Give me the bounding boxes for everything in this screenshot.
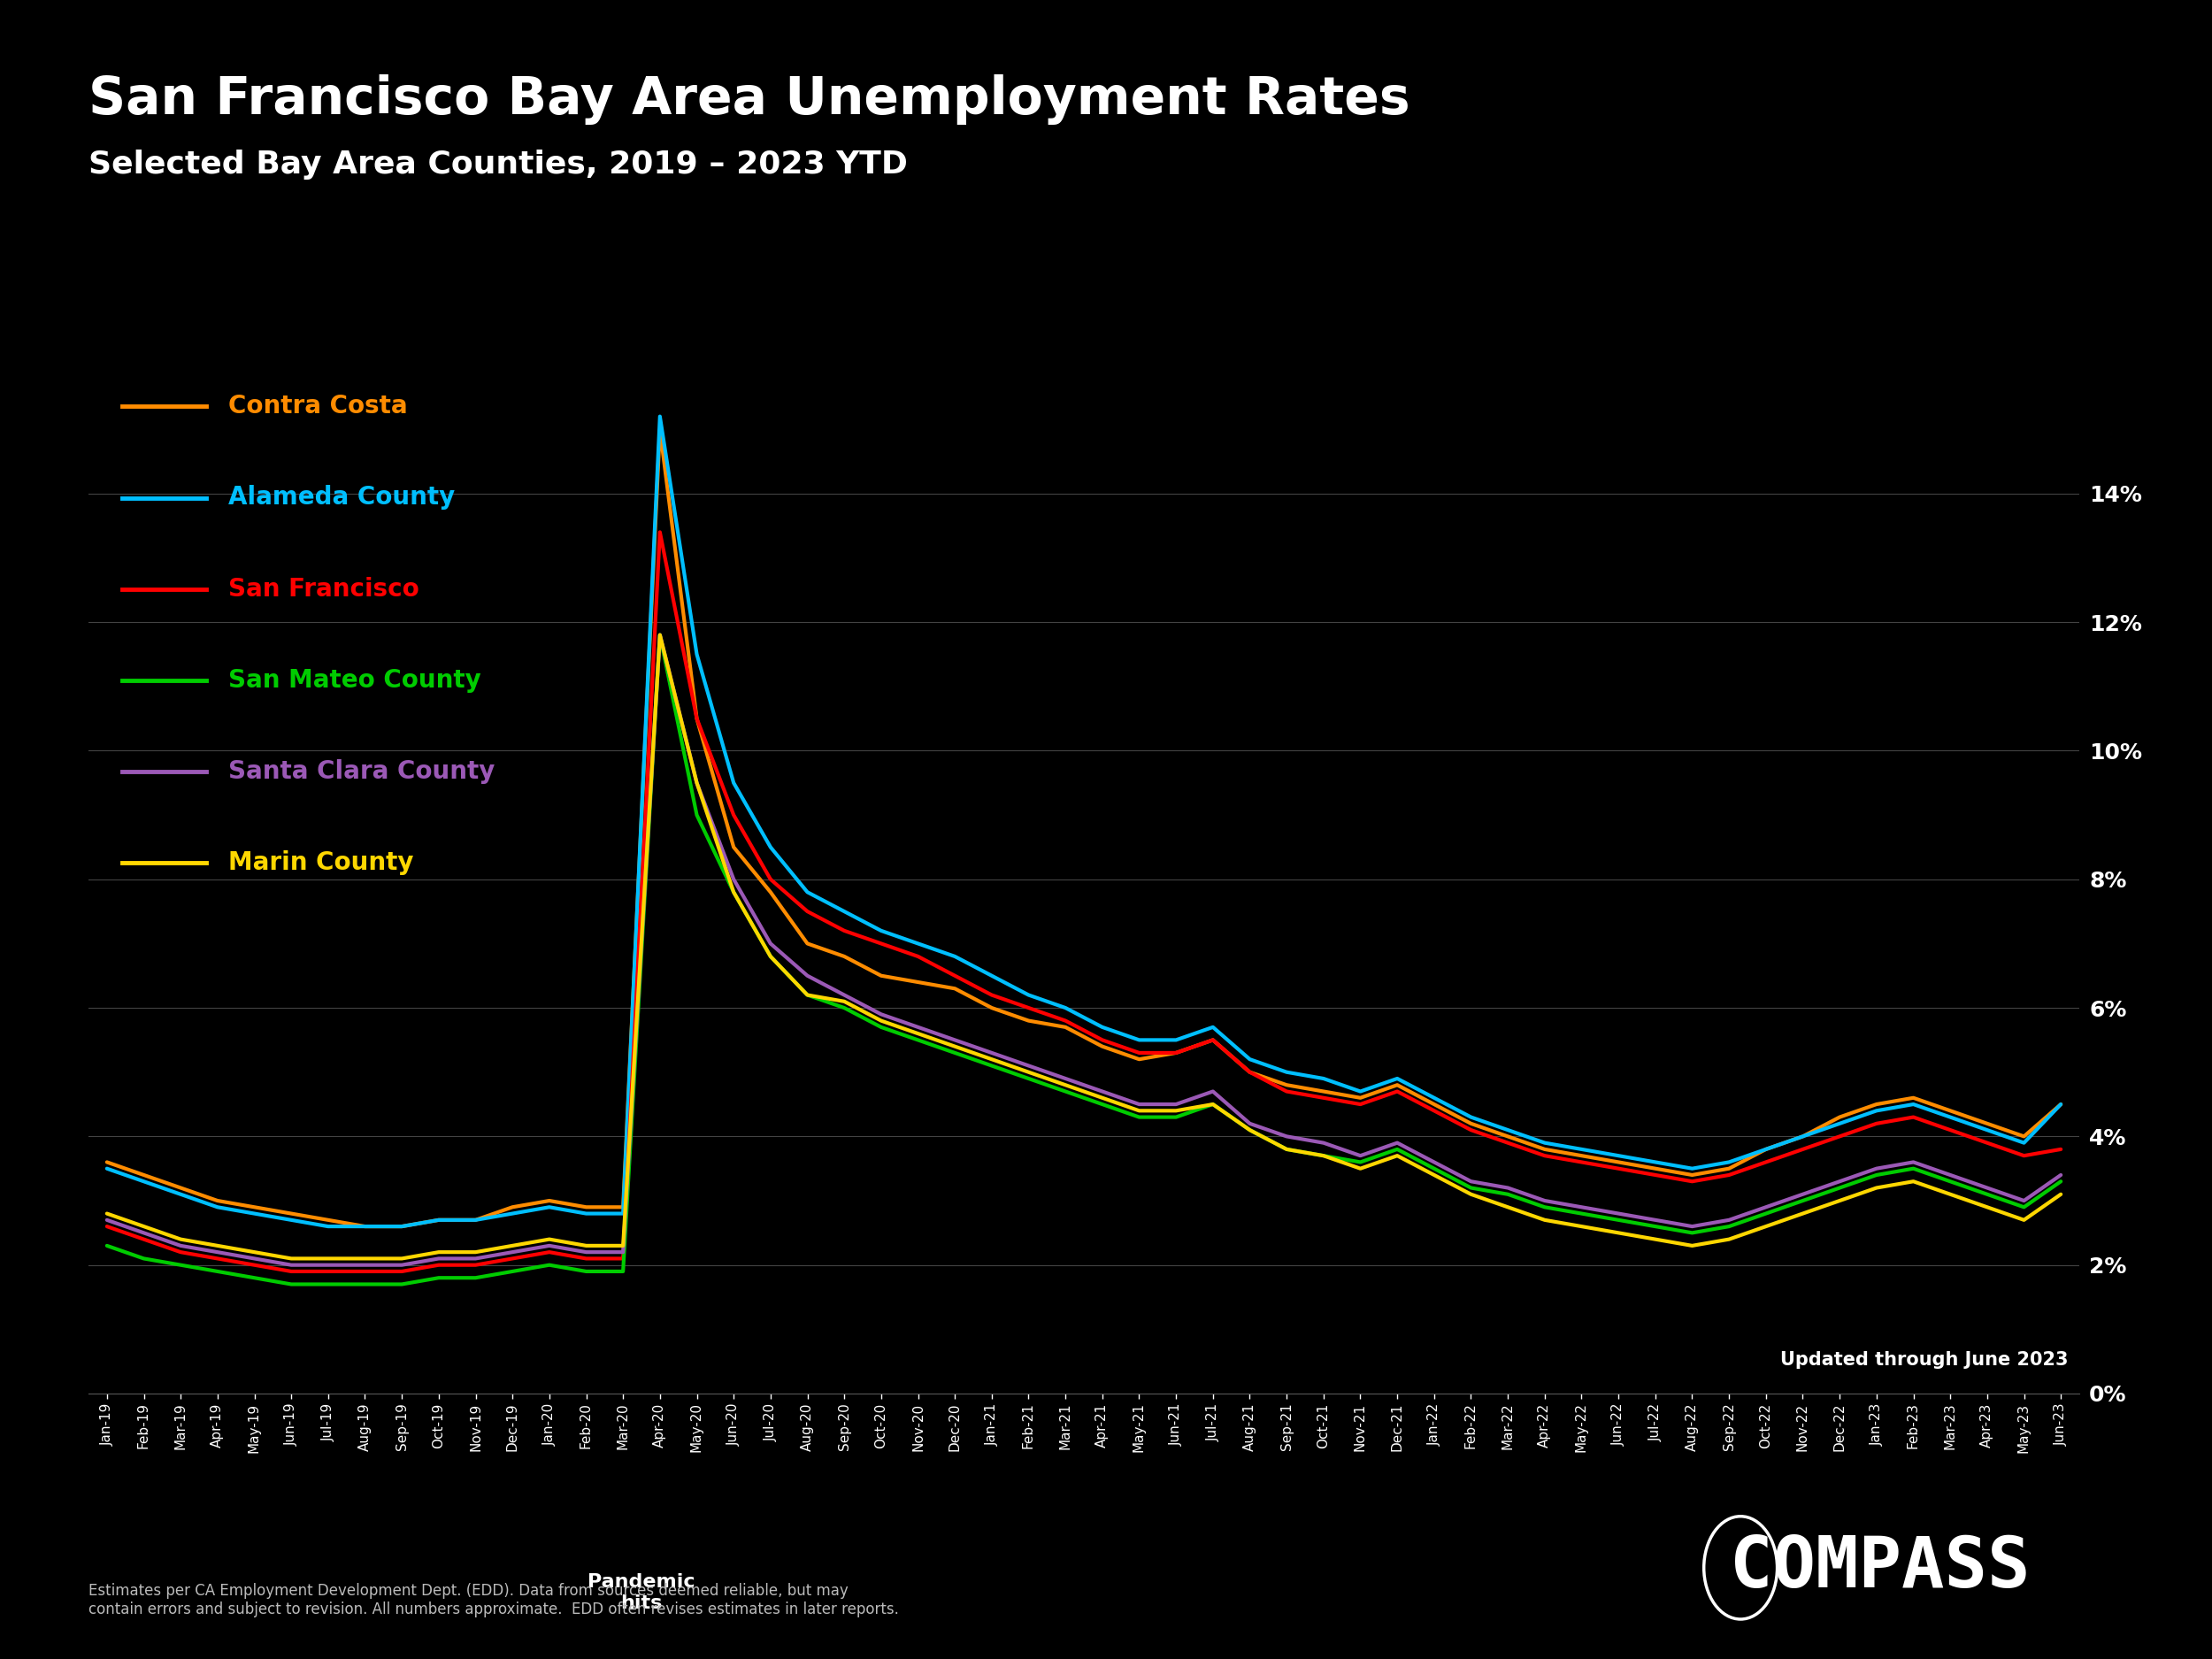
Text: Estimates per CA Employment Development Dept. (EDD). Data from sources deemed re: Estimates per CA Employment Development … bbox=[88, 1583, 898, 1618]
Text: Updated through June 2023: Updated through June 2023 bbox=[1781, 1350, 2068, 1369]
Text: Marin County: Marin County bbox=[228, 851, 414, 874]
Text: San Francisco: San Francisco bbox=[228, 577, 418, 601]
Text: Alameda County: Alameda County bbox=[228, 486, 456, 509]
Text: Santa Clara County: Santa Clara County bbox=[228, 760, 495, 783]
Text: Contra Costa: Contra Costa bbox=[228, 395, 407, 418]
Text: COMPASS: COMPASS bbox=[1730, 1533, 2031, 1603]
Text: Pandemic
hits: Pandemic hits bbox=[588, 1573, 695, 1613]
Text: San Francisco Bay Area Unemployment Rates: San Francisco Bay Area Unemployment Rate… bbox=[88, 75, 1409, 124]
Text: Selected Bay Area Counties, 2019 – 2023 YTD: Selected Bay Area Counties, 2019 – 2023 … bbox=[88, 149, 907, 179]
Text: San Mateo County: San Mateo County bbox=[228, 669, 480, 692]
